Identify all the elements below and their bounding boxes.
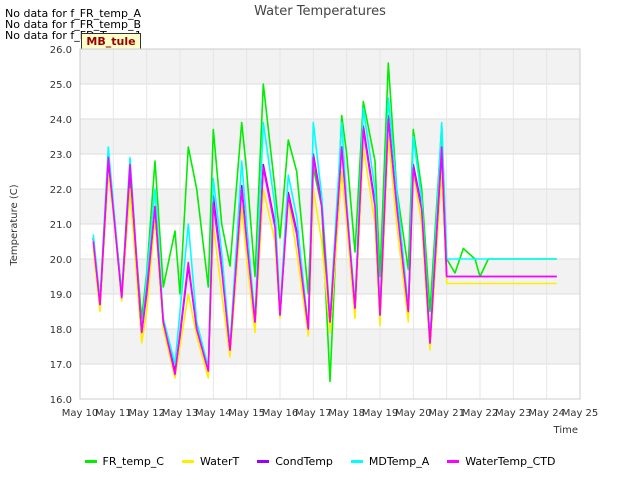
legend-swatch <box>257 459 270 463</box>
x-tick-label: May 16 <box>262 408 299 419</box>
x-tick-label: May 20 <box>395 408 432 419</box>
y-tick-label: 19.0 <box>50 290 72 301</box>
series-line-mdtemp-a <box>92 97 557 369</box>
legend-item: CondTemp <box>257 452 333 470</box>
no-data-message-1: No data for f_FR_temp_A <box>5 7 141 20</box>
x-tick-label: May 22 <box>462 408 499 419</box>
plot-band <box>80 49 580 84</box>
series-line-watertemp-ctd <box>92 118 557 376</box>
plot-frame <box>79 48 581 400</box>
x-tick-label: May 25 <box>562 408 599 419</box>
legend-swatch <box>181 459 194 463</box>
legend-label: CondTemp <box>275 454 333 468</box>
y-tick-label: 26.0 <box>50 45 72 56</box>
x-tick-label: May 14 <box>195 408 232 419</box>
legend-label: WaterTemp_CTD <box>465 454 556 468</box>
legend-label: FR_temp_C <box>102 454 164 468</box>
y-tick-label: 18.0 <box>50 325 72 336</box>
y-axis-label: Temperature (C) <box>9 184 20 266</box>
x-tick-label: May 12 <box>128 408 165 419</box>
legend-label: WaterT <box>199 454 240 468</box>
y-tick-label: 21.0 <box>50 220 72 231</box>
x-tick-label: May 13 <box>162 408 199 419</box>
legend-swatch <box>350 459 363 463</box>
x-axis-label: Time <box>553 425 578 436</box>
x-tick-label: May 15 <box>228 408 265 419</box>
x-tick-label: May 23 <box>495 408 532 419</box>
chart-title: Water Temperatures <box>254 4 386 19</box>
legend-item: WaterT <box>181 452 240 470</box>
plot-band <box>80 329 580 364</box>
x-tick-label: May 11 <box>95 408 132 419</box>
y-tick-label: 24.0 <box>50 115 72 126</box>
legend-item: MDTemp_A <box>350 452 430 470</box>
y-tick-label: 25.0 <box>50 80 72 91</box>
legend-label: MDTemp_A <box>368 454 430 468</box>
legend-swatch <box>84 459 97 463</box>
plot-band <box>80 189 580 224</box>
site-badge: MB_tule <box>81 33 141 50</box>
legend-item: WaterTemp_CTD <box>447 452 555 470</box>
series-line-watert <box>92 135 557 379</box>
x-tick-label: May 10 <box>62 408 99 419</box>
no-data-message-2: No data for f_FR_temp_B <box>5 18 142 31</box>
plot-band <box>80 119 580 154</box>
x-tick-label: May 17 <box>295 408 332 419</box>
x-tick-label: May 19 <box>362 408 399 419</box>
x-tick-label: May 24 <box>528 408 565 419</box>
x-tick-label: May 21 <box>428 408 465 419</box>
legend: FR_temp_C WaterT CondTemp MDTemp_A WaterTemp… <box>0 452 640 470</box>
legend-swatch <box>447 459 460 463</box>
y-tick-label: 16.0 <box>50 395 72 406</box>
y-tick-label: 17.0 <box>50 360 72 371</box>
x-tick-label: May 18 <box>328 408 365 419</box>
y-tick-label: 20.0 <box>50 255 72 266</box>
y-tick-label: 22.0 <box>50 185 72 196</box>
legend-item: FR_temp_C <box>84 452 164 470</box>
y-tick-label: 23.0 <box>50 150 72 161</box>
